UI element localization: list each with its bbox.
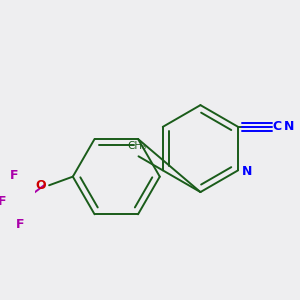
Text: CH₃: CH₃ xyxy=(128,141,147,151)
Text: C: C xyxy=(272,120,281,134)
Text: N: N xyxy=(284,120,294,134)
Text: N: N xyxy=(242,165,252,178)
Text: F: F xyxy=(10,169,18,182)
Text: O: O xyxy=(36,179,46,192)
Text: F: F xyxy=(0,195,7,208)
Text: F: F xyxy=(16,218,24,231)
